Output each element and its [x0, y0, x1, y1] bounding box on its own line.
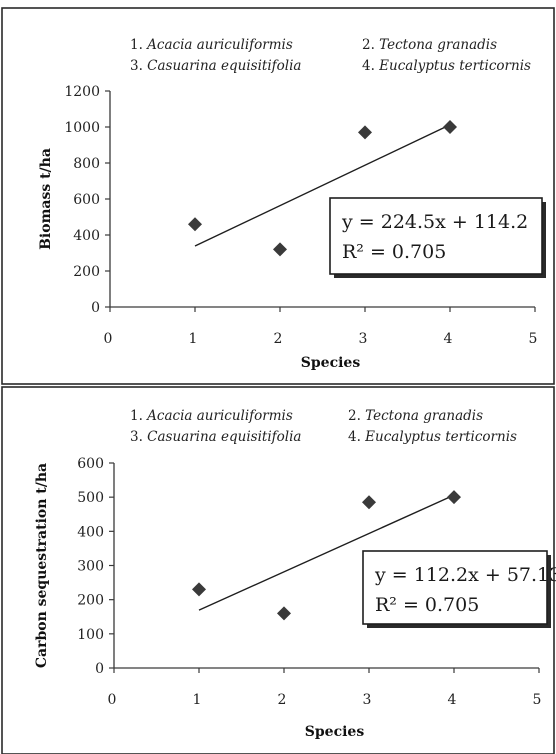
chart2-x-tick-label: 2	[278, 692, 287, 708]
chart1-y-tick-label: 200	[73, 264, 100, 280]
chart2-x-tick-label: 0	[108, 692, 117, 708]
chart1-data-point	[273, 242, 287, 257]
chart2-y-tick-label: 0	[95, 661, 104, 677]
chart1-y-tick-label: 400	[73, 228, 100, 244]
chart1-equation-box	[329, 197, 543, 275]
chart2-y-tick-label: 100	[77, 627, 104, 643]
chart1-y-tick-label: 1000	[64, 120, 100, 136]
chart2-equation-text: y = 112.2x + 57.13	[374, 564, 556, 586]
chart1-y-tick-label: 600	[73, 192, 100, 208]
chart2-y-tick-label: 500	[77, 490, 104, 506]
chart1-legend-entry: 4. Eucalyptus terticornis	[362, 58, 531, 74]
chart2-y-tick-label: 200	[77, 593, 104, 609]
chart1-trendline	[194, 124, 451, 247]
chart1-y-tick-label: 0	[91, 300, 100, 316]
chart2-trendline	[198, 494, 455, 611]
chart2-group: 1. Acacia auriculiformis 2. Tectona grana…	[1, 386, 556, 754]
chart2-y-tick-label: 300	[77, 559, 104, 575]
chart2-y-tick-label: 600	[77, 456, 104, 472]
chart1-r-squared-text: R² = 0.705	[342, 241, 446, 263]
chart2-legend-entry: 3. Casuarina equisitifolia	[130, 429, 301, 445]
chart1-panel-border	[1, 7, 555, 385]
chart1-legend-entry: 3. Casuarina equisitifolia	[130, 58, 301, 74]
chart1-x-tick-label: 4	[444, 331, 453, 347]
chart2-x-tick-label: 1	[193, 692, 202, 708]
chart1-x-axis-title: Species	[301, 355, 361, 371]
chart2-y-axis-title: Carbon sequestration t/ha	[34, 463, 50, 668]
chart1-group: 1. Acacia auriculiformis 2. Tectona grana…	[1, 7, 555, 385]
chart2-r-squared-text: R² = 0.705	[375, 594, 479, 616]
chart2-data-point	[362, 495, 376, 510]
chart2-data-point	[192, 582, 206, 597]
chart1-data-point	[188, 217, 202, 232]
chart2-legend-entry: 4. Eucalyptus terticornis	[348, 429, 517, 445]
chart2-x-tick-label: 4	[448, 692, 457, 708]
chart1-x-tick-label: 1	[189, 331, 198, 347]
chart2-y-tick-label: 400	[77, 524, 104, 540]
chart2-equation-box	[362, 550, 548, 625]
chart1-y-tick-label: 800	[73, 156, 100, 172]
chart1-legend-entry: 2. Tectona granadis	[362, 37, 497, 53]
chart2-x-tick-label: 3	[363, 692, 372, 708]
chart2-data-point	[447, 490, 461, 505]
chart2-data-point	[277, 606, 291, 621]
chart1-data-point	[443, 120, 457, 134]
chart1-y-axis-title: Biomass t/ha	[38, 148, 54, 250]
chart1-y-tick-label: 1200	[64, 84, 100, 100]
chart1-x-tick-label: 3	[359, 331, 368, 347]
chart1-equation-text: y = 224.5x + 114.2	[341, 211, 528, 233]
chart1-data-point	[358, 125, 372, 140]
chart2-x-tick-label: 5	[533, 692, 542, 708]
chart2-legend-entry: 2. Tectona granadis	[348, 408, 483, 424]
chart2-x-axis-title: Species	[305, 724, 365, 740]
chart1-x-tick-label: 0	[104, 331, 113, 347]
chart1-x-tick-label: 5	[529, 331, 538, 347]
chart1-x-tick-label: 2	[274, 331, 283, 347]
chart2-legend-entry: 1. Acacia auriculiformis	[130, 408, 293, 424]
chart1-legend-entry: 1. Acacia auriculiformis	[130, 37, 293, 53]
chart2-panel-border	[1, 386, 555, 754]
